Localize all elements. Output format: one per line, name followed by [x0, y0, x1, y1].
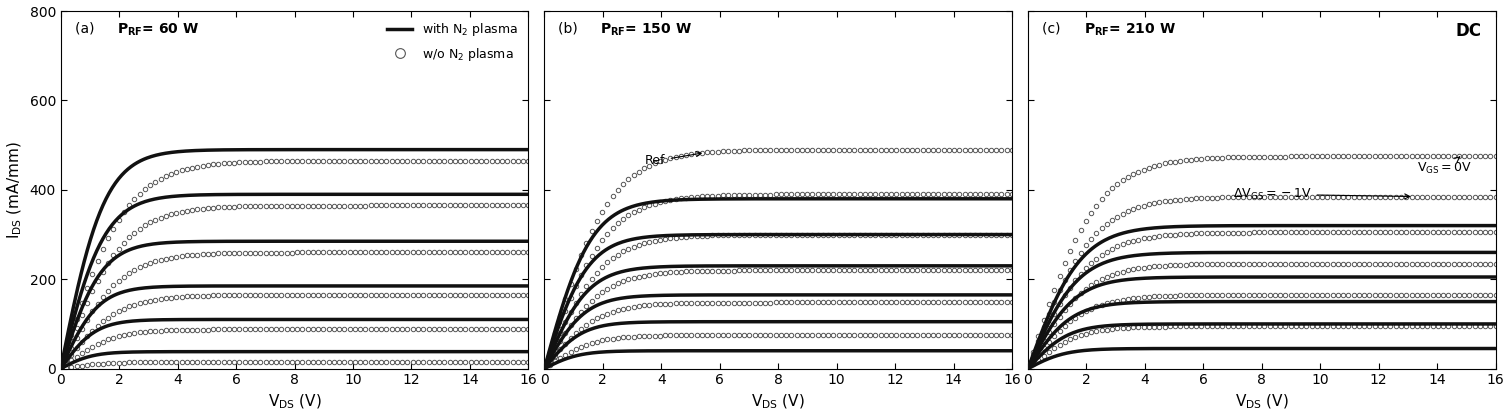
X-axis label: V$_{DS}$ (V): V$_{DS}$ (V): [1235, 393, 1288, 412]
Text: $\Delta V_{GS}=-1V$: $\Delta V_{GS}=-1V$: [1232, 187, 1410, 202]
X-axis label: V$_{DS}$ (V): V$_{DS}$ (V): [267, 393, 322, 412]
Text: $\mathbf{P_{RF}}$= 150 W: $\mathbf{P_{RF}}$= 150 W: [601, 22, 693, 38]
Y-axis label: I$_{DS}$ (mA/mm): I$_{DS}$ (mA/mm): [6, 141, 24, 239]
Text: $V_{GS}=0V$: $V_{GS}=0V$: [1416, 157, 1472, 176]
X-axis label: V$_{DS}$ (V): V$_{DS}$ (V): [752, 393, 805, 412]
Text: $\mathbf{P_{RF}}$= 210 W: $\mathbf{P_{RF}}$= 210 W: [1084, 22, 1176, 38]
Legend: with N$_2$ plasma, w/o N$_2$ plasma: with N$_2$ plasma, w/o N$_2$ plasma: [384, 18, 522, 66]
Text: (c): (c): [1042, 22, 1065, 36]
Text: Ref: Ref: [645, 152, 701, 168]
Text: (b): (b): [559, 22, 583, 36]
Text: DC: DC: [1456, 22, 1481, 40]
Text: (a): (a): [76, 22, 98, 36]
Text: $\mathbf{P_{RF}}$= 60 W: $\mathbf{P_{RF}}$= 60 W: [116, 22, 199, 38]
